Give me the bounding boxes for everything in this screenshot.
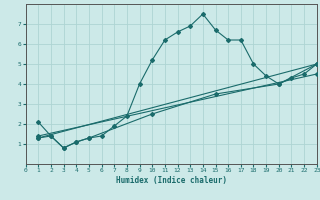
X-axis label: Humidex (Indice chaleur): Humidex (Indice chaleur) — [116, 176, 227, 185]
